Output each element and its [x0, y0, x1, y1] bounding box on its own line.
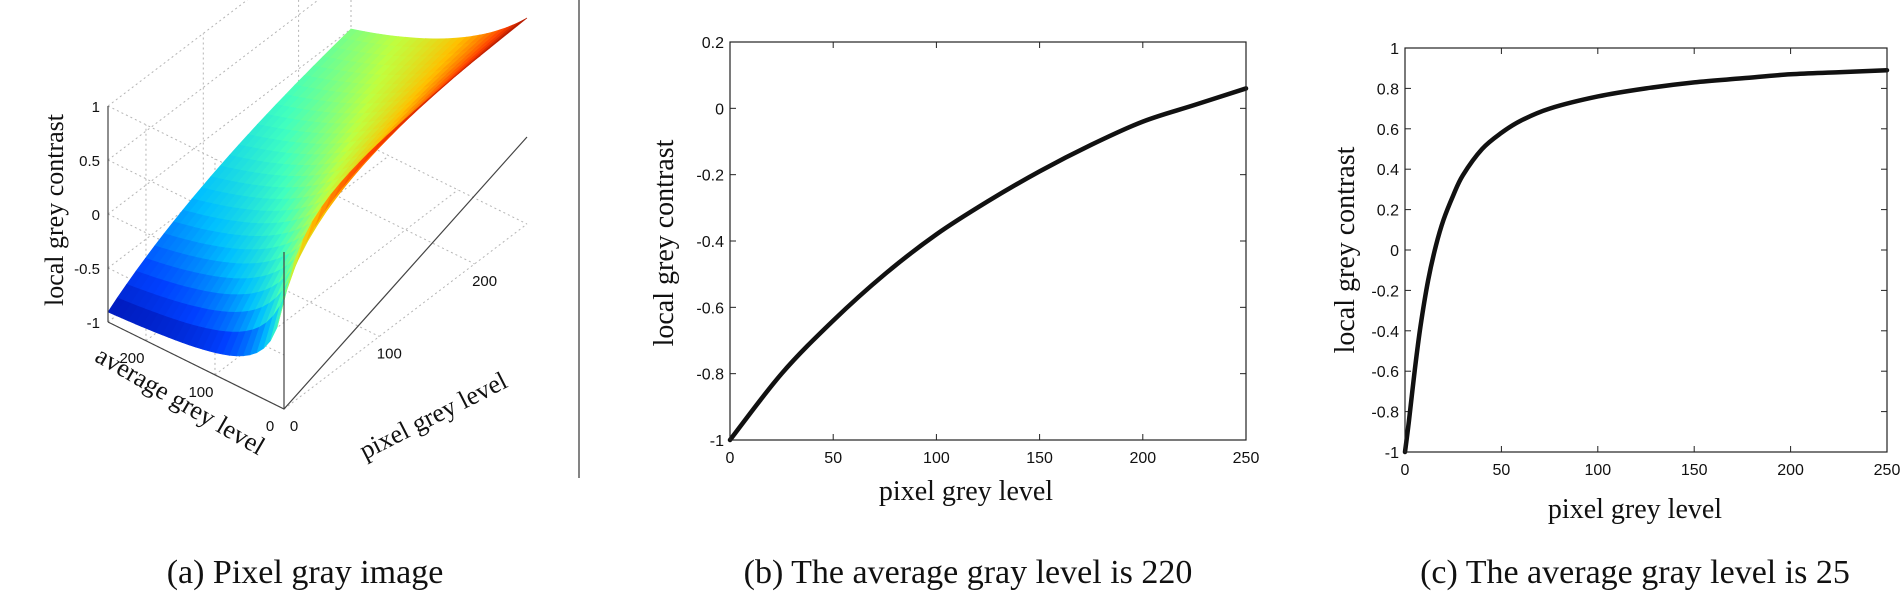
- x-tick-labels: 0 100 200: [290, 273, 497, 435]
- panel-c-ytick-label: 1: [1390, 41, 1399, 58]
- panel-b-xtick-label: 50: [824, 450, 842, 467]
- panel-b-line-chart: 0 50 100 150 200 250 -1 -0.8 -0.6 -0.4 -0.2 0 0.2 pi…: [649, 35, 1259, 591]
- panel-c-plot-frame: [1404, 47, 1888, 453]
- panel-c-line-chart: 0 50 100 150 200 250 -1 -0.8 -0.6 -0.4 -0.2 0 0.2 0.4…: [1330, 41, 1900, 591]
- panel-b-ytick-label: -0.2: [696, 168, 724, 185]
- panel-c-ytick-label: 0.6: [1377, 122, 1399, 139]
- surface-patch: [276, 264, 294, 328]
- panel-c-ytick-label: 0: [1390, 243, 1399, 260]
- panel-c-caption: (c) The average gray level is 25: [1420, 554, 1850, 591]
- z-tick-label: 1: [92, 99, 100, 116]
- panel-b-xtick-label: 150: [1026, 450, 1053, 467]
- z-tick-label: 0.5: [79, 153, 100, 170]
- panel-c-xtick-label: 200: [1777, 462, 1804, 479]
- panel-a-caption: (a) Pixel gray image: [167, 554, 444, 591]
- panel-c-ytick-label: 0.4: [1377, 162, 1399, 179]
- panel-b-xtick-label: 250: [1233, 450, 1260, 467]
- x-tick-label: 200: [472, 273, 497, 290]
- grid-line: [107, 82, 352, 269]
- panel-b-ytick-label: 0.2: [702, 35, 724, 52]
- surface-patch: [510, 17, 528, 30]
- z-tick-label: 0: [92, 207, 100, 224]
- panel-b-curve: [727, 86, 1249, 443]
- panel-b-xtick-label: 100: [923, 450, 950, 467]
- panel-c-ylabel: local grey contrast: [1330, 146, 1361, 353]
- z-tick-label: -1: [87, 315, 100, 332]
- grid-line: [107, 28, 352, 215]
- panel-c-xtick-label: 100: [1584, 462, 1611, 479]
- panel-c-xtick-label: 50: [1493, 462, 1511, 479]
- panel-c-ticks: 0 50 100 150 200 250 -1 -0.8 -0.6 -0.4 -0.2 0 0.2 0.4…: [1371, 41, 1900, 479]
- panel-c-ytick-label: -0.4: [1371, 324, 1399, 341]
- panel-c-ytick-label: -1: [1385, 445, 1399, 462]
- panel-c-ytick-label: 0.8: [1377, 81, 1399, 98]
- contrast-surface: [107, 17, 528, 357]
- y-tick-label: 100: [188, 384, 213, 401]
- panel-b-ytick-label: -0.4: [696, 234, 724, 251]
- x-tick-label: 100: [377, 345, 402, 362]
- z-tick-labels: -1 -0.5 0 0.5 1: [74, 99, 100, 332]
- y-tick-labels: 0 100 200: [119, 350, 274, 435]
- panel-b-xtick-label: 0: [726, 450, 735, 467]
- grid-line: [107, 0, 319, 161]
- panel-b-xtick-label: 200: [1129, 450, 1156, 467]
- panel-c-xlabel: pixel grey level: [1548, 494, 1722, 525]
- grid-line: [107, 0, 249, 107]
- panel-b-ytick-label: -0.6: [696, 300, 724, 317]
- panel-b-ticks: 0 50 100 150 200 250 -1 -0.8 -0.6 -0.4 -0.2 0 0.2: [696, 35, 1259, 467]
- panel-c-xtick-label: 0: [1401, 462, 1410, 479]
- panel-b-ytick-label: -1: [710, 433, 724, 450]
- grid-line: [283, 223, 528, 410]
- surface-box: [107, 106, 528, 410]
- z-axis-label: local grey contrast: [40, 113, 69, 306]
- panel-a-surface-plot: -1 -0.5 0 0.5 1 0 100 200 0 100 200 local grey c…: [40, 0, 528, 591]
- y-axis-label: average grey level: [90, 340, 270, 460]
- y-tick-label: 0: [266, 418, 274, 435]
- panel-c-xtick-label: 250: [1874, 462, 1900, 479]
- x-tick-label: 0: [290, 418, 298, 435]
- z-tick-label: -0.5: [74, 261, 100, 278]
- panel-c-xtick-label: 150: [1681, 462, 1708, 479]
- x-axis-label: pixel grey level: [355, 366, 512, 465]
- panel-c-ytick-label: -0.6: [1371, 364, 1399, 381]
- panel-b-ytick-label: -0.8: [696, 367, 724, 384]
- panel-b-ylabel: local grey contrast: [649, 139, 680, 346]
- grid-line: [350, 136, 528, 225]
- panel-c-curve: [1402, 67, 1890, 455]
- panel-b-xlabel: pixel grey level: [879, 476, 1053, 507]
- panel-b-caption: (b) The average gray level is 220: [744, 554, 1193, 591]
- panel-c-ytick-label: -0.2: [1371, 283, 1399, 300]
- panel-c-ytick-label: 0.2: [1377, 203, 1399, 220]
- y-tick-label: 200: [119, 350, 144, 367]
- panel-c-ytick-label: -0.8: [1371, 405, 1399, 422]
- panel-b-ytick-label: 0: [715, 101, 724, 118]
- panel-b-plot-frame: [729, 41, 1247, 441]
